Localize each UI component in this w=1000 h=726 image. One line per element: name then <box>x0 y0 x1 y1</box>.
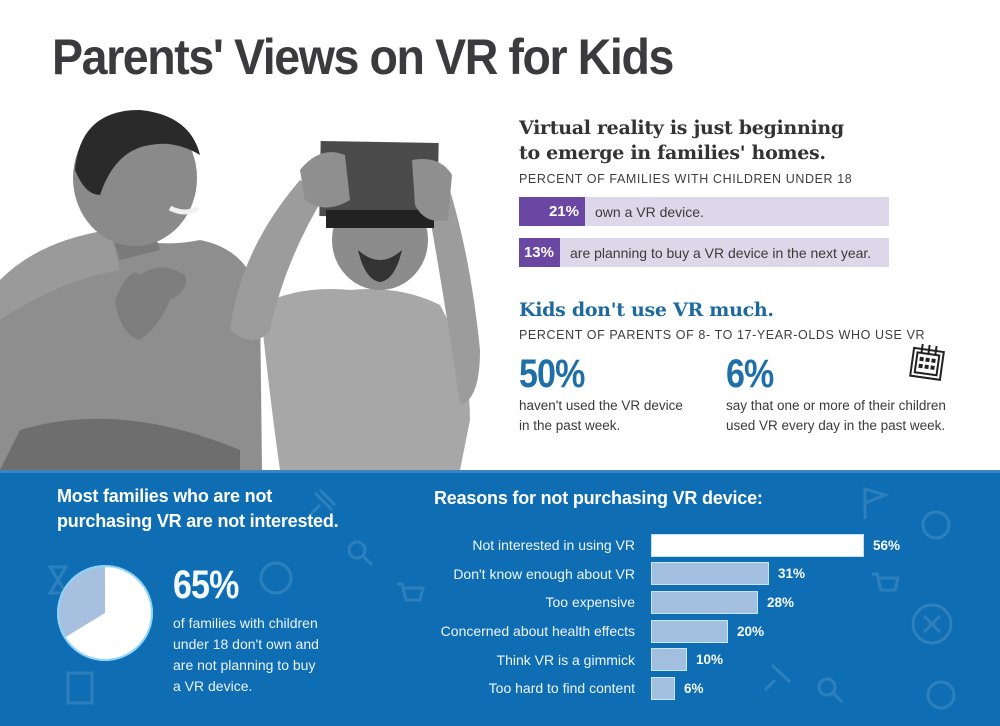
plan-buy-bar: 13% are planning to buy a VR device in t… <box>519 238 889 267</box>
stat-6-line1: say that one or more of their children <box>726 398 946 413</box>
own-vr-bar: 21% own a VR device. <box>519 197 889 226</box>
plan-buy-text: are planning to buy a VR device in the n… <box>570 244 872 261</box>
cart-bg-icon-2 <box>872 572 900 592</box>
reasons-heading: Reasons for not purchasing VR device: <box>434 488 763 508</box>
reasons-bar-chart: Not interested in using VR 56% Don't kno… <box>440 531 960 703</box>
flag-bg-icon <box>863 486 890 519</box>
plan-buy-value: 13% <box>519 238 560 267</box>
reason-label: Not interested in using VR <box>472 537 635 554</box>
reason-label: Don't know enough about VR <box>453 565 635 582</box>
cart-bg-icon <box>397 582 425 602</box>
stat-65-line3: are not planning to buy <box>173 657 316 673</box>
blue-band <box>0 470 1000 726</box>
stat-6: 6% say that one or more of their childre… <box>726 352 976 436</box>
usage-subheading: PERCENT OF PARENTS OF 8- TO 17-YEAR-OLDS… <box>519 328 926 342</box>
search-bg-icon <box>347 540 374 567</box>
stat-50: 50% haven't used the VR device in the pa… <box>519 352 719 436</box>
stat-65-description: of families with children under 18 don't… <box>173 613 363 697</box>
reason-label: Concerned about health effects <box>440 623 635 640</box>
not-interested-heading-line1: Most families who are not <box>57 486 273 506</box>
emerging-heading-line2: to emerge in families' homes. <box>519 142 826 164</box>
reason-value: 31% <box>778 566 806 582</box>
reason-bar <box>651 590 758 614</box>
stat-65-line2: under 18 don't own and <box>173 636 319 652</box>
reason-label: Too expensive <box>545 594 635 611</box>
father-child-vr-photo <box>0 100 500 470</box>
stat-6-line2: used VR every day in the past week. <box>726 418 946 433</box>
own-vr-text: own a VR device. <box>595 203 704 220</box>
not-interested-heading-line2: purchasing VR are not interested. <box>57 511 339 531</box>
emerging-heading-line1: Virtual reality is just beginning <box>519 117 844 139</box>
stat-65-line1: of families with children <box>173 615 318 631</box>
x-circle-bg-icon <box>911 603 953 645</box>
reason-value: 20% <box>737 623 765 639</box>
not-interested-heading: Most families who are not purchasing VR … <box>57 484 339 534</box>
stat-6-value: 6% <box>726 352 774 396</box>
reason-value: 28% <box>767 594 795 610</box>
reason-row: Too expensive 28% <box>440 588 960 617</box>
reason-bar <box>651 619 728 643</box>
document-bg-icon <box>66 671 94 705</box>
page-title: Parents' Views on VR for Kids <box>52 29 674 85</box>
stat-50-line2: in the past week. <box>519 418 621 433</box>
reason-row: Not interested in using VR 56% <box>440 531 960 560</box>
reason-value: 6% <box>684 680 704 696</box>
stat-65-value: 65% <box>173 563 239 607</box>
kids-usage-section: Kids don't use VR much. PERCENT OF PAREN… <box>519 298 969 462</box>
stat-65-line4: a VR device. <box>173 678 253 694</box>
reason-row: Think VR is a gimmick 10% <box>440 645 960 674</box>
pushpin-bg-icon <box>308 488 337 517</box>
reason-value: 10% <box>696 652 724 668</box>
moneybag-bg-icon <box>921 510 951 540</box>
usage-heading: Kids don't use VR much. <box>519 299 774 321</box>
reason-row: Concerned about health effects 20% <box>440 617 960 646</box>
reason-bar <box>651 562 769 586</box>
stat-50-line1: haven't used the VR device <box>519 398 683 413</box>
moneybag-bg-icon-2 <box>926 680 956 710</box>
reason-value: 56% <box>873 537 901 553</box>
pushpin-bg-icon-2 <box>763 663 792 692</box>
pie-chart-65 <box>57 565 153 661</box>
own-vr-value: 21% <box>519 197 585 226</box>
search-bg-icon-2 <box>817 677 844 704</box>
reason-label: Too hard to find content <box>488 680 635 697</box>
emerging-subheading: PERCENT OF FAMILIES WITH CHILDREN UNDER … <box>519 172 853 186</box>
reason-label: Think VR is a gimmick <box>496 651 635 668</box>
reason-bar <box>651 533 864 557</box>
reason-bar <box>651 676 675 700</box>
stat-50-value: 50% <box>519 352 585 396</box>
check-bg-icon <box>259 561 293 595</box>
hourglass-bg-icon <box>48 565 68 595</box>
reason-row: Too hard to find content 6% <box>440 674 960 703</box>
vr-emerging-section: Virtual reality is just beginning to eme… <box>519 116 939 267</box>
reason-bar <box>651 648 687 672</box>
calendar-icon <box>909 343 945 381</box>
reason-row: Don't know enough about VR 31% <box>440 560 960 589</box>
